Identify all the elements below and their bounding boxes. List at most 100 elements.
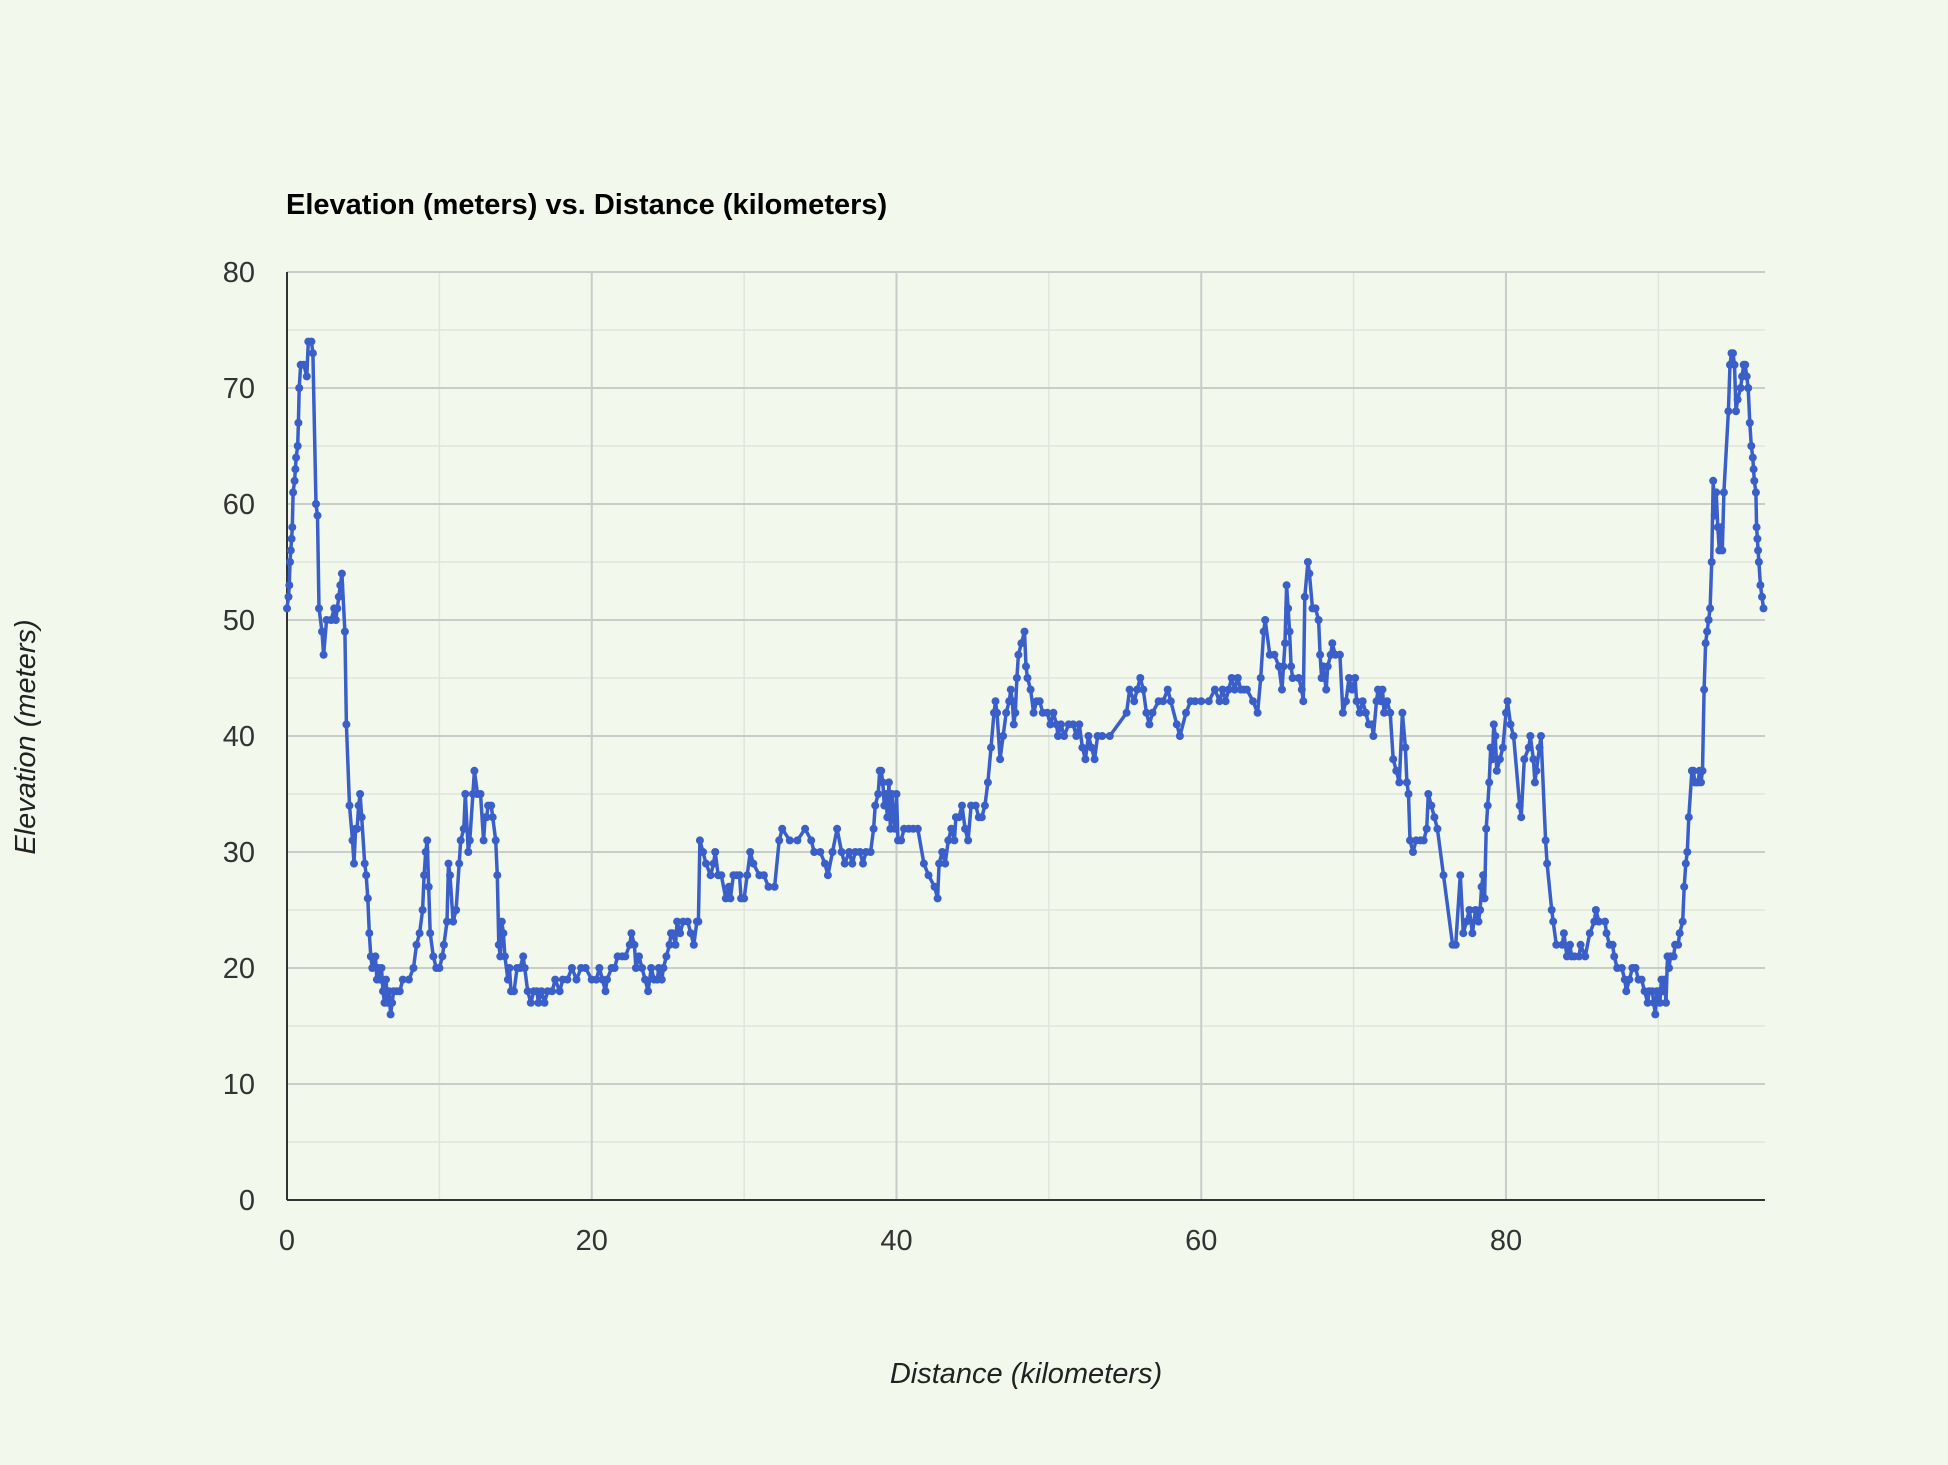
data-point xyxy=(1378,685,1387,694)
data-point xyxy=(283,604,291,613)
data-point xyxy=(1543,859,1552,868)
data-point xyxy=(1643,998,1652,1007)
data-point xyxy=(964,836,973,845)
data-point xyxy=(1491,732,1500,740)
data-point xyxy=(1087,743,1096,752)
data-point xyxy=(866,848,875,856)
data-point xyxy=(1729,349,1737,358)
data-point xyxy=(1649,998,1658,1007)
data-point xyxy=(983,778,992,787)
data-point xyxy=(735,871,744,880)
y-tick-label: 10 xyxy=(223,1069,255,1101)
data-point xyxy=(288,523,297,532)
data-point xyxy=(1456,871,1465,880)
data-point xyxy=(889,813,898,822)
data-point xyxy=(493,871,502,880)
data-point xyxy=(1433,824,1442,833)
data-point xyxy=(1733,395,1742,404)
data-point xyxy=(1081,755,1090,764)
data-point xyxy=(1227,674,1236,682)
data-point xyxy=(671,940,680,949)
data-point xyxy=(837,848,846,856)
data-point xyxy=(627,929,636,938)
data-point xyxy=(1299,697,1308,706)
data-point xyxy=(482,813,491,822)
data-point xyxy=(1480,894,1489,903)
data-point xyxy=(699,848,707,856)
data-point xyxy=(1060,732,1069,740)
data-point xyxy=(1684,813,1693,822)
data-point xyxy=(877,766,886,775)
data-point xyxy=(286,558,294,566)
data-point xyxy=(657,975,666,984)
data-point xyxy=(1747,442,1756,450)
data-point xyxy=(1253,708,1262,717)
data-point xyxy=(1462,917,1471,926)
data-point xyxy=(630,940,639,949)
data-point xyxy=(1585,929,1594,938)
data-point xyxy=(683,917,692,926)
data-point xyxy=(1559,929,1568,938)
data-point xyxy=(775,836,784,845)
data-point xyxy=(668,929,677,938)
data-point xyxy=(1311,604,1320,613)
data-point xyxy=(345,801,354,810)
data-point xyxy=(1741,360,1750,369)
data-point xyxy=(1285,627,1294,636)
data-point xyxy=(1294,674,1303,682)
data-points xyxy=(283,337,1768,1019)
data-point xyxy=(1524,743,1533,752)
data-point xyxy=(1395,778,1404,787)
data-point xyxy=(1749,465,1758,474)
data-point xyxy=(1707,558,1716,566)
data-point xyxy=(307,337,316,346)
data-point xyxy=(1098,732,1107,740)
data-point xyxy=(581,964,590,972)
y-tick-label: 40 xyxy=(223,721,255,753)
x-tick-label: 60 xyxy=(1185,1225,1217,1257)
y-axis-label: Elevation (meters) xyxy=(10,619,42,854)
data-point xyxy=(859,859,867,868)
y-tick-label: 70 xyxy=(223,373,255,405)
data-point xyxy=(1084,732,1093,740)
data-point xyxy=(746,848,755,856)
data-point xyxy=(567,964,576,972)
data-point xyxy=(1398,708,1407,717)
data-point xyxy=(987,743,995,752)
data-point xyxy=(823,871,832,880)
data-point xyxy=(1049,708,1058,717)
data-point xyxy=(880,801,889,810)
data-point xyxy=(470,766,479,775)
data-point xyxy=(621,952,630,961)
data-point xyxy=(840,859,849,868)
data-point xyxy=(1011,708,1020,717)
data-point xyxy=(537,987,546,996)
data-point xyxy=(523,987,532,996)
data-point xyxy=(1172,720,1181,729)
data-point xyxy=(348,836,357,845)
data-point xyxy=(869,824,878,833)
data-point xyxy=(1072,732,1081,740)
data-point xyxy=(874,790,883,798)
data-point xyxy=(299,360,308,369)
y-tick-label: 80 xyxy=(223,257,255,289)
data-point xyxy=(1689,766,1698,775)
data-point xyxy=(1278,685,1286,694)
data-point xyxy=(1424,790,1433,798)
data-point xyxy=(1625,975,1634,984)
data-point xyxy=(1681,859,1690,868)
data-point xyxy=(801,824,810,833)
data-point xyxy=(1023,674,1032,682)
data-point xyxy=(404,975,413,984)
data-point xyxy=(1683,848,1692,856)
data-point xyxy=(977,813,986,822)
data-point xyxy=(1029,708,1038,717)
data-point xyxy=(1175,732,1184,740)
data-point xyxy=(1335,650,1344,659)
data-point xyxy=(1017,639,1026,648)
data-point xyxy=(717,871,726,880)
data-point xyxy=(336,581,345,590)
data-point xyxy=(848,859,857,868)
data-point xyxy=(526,998,535,1007)
